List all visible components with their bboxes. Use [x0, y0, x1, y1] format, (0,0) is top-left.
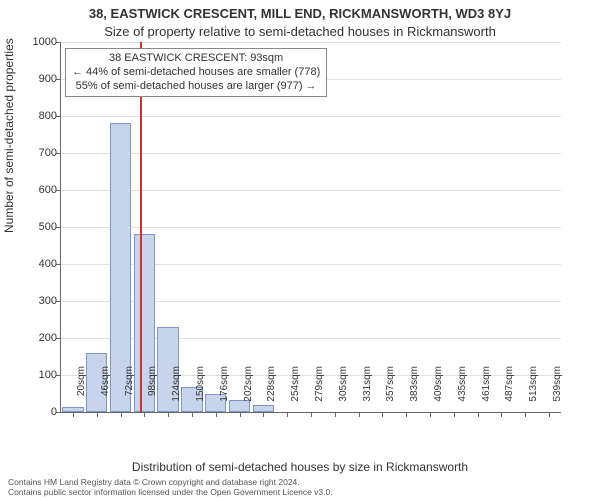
y-axis-label: Number of semi-detached properties: [2, 38, 16, 233]
xtick-label: 539sqm: [552, 366, 563, 416]
xtick-label: 228sqm: [266, 366, 277, 416]
xtick-label: 357sqm: [385, 366, 396, 416]
gridline: [61, 227, 561, 228]
ytick-label: 300: [17, 295, 57, 307]
xtick-mark: [144, 412, 145, 417]
xtick-label: 305sqm: [338, 366, 349, 416]
plot-area: 0100200300400500600700800900100020sqm46s…: [60, 42, 561, 413]
xtick-mark: [335, 412, 336, 417]
gridline: [61, 116, 561, 117]
xtick-mark: [406, 412, 407, 417]
xtick-label: 331sqm: [362, 366, 373, 416]
xtick-mark: [525, 412, 526, 417]
xtick-mark: [382, 412, 383, 417]
ytick-label: 500: [17, 221, 57, 233]
ytick-label: 100: [17, 369, 57, 381]
gridline: [61, 153, 561, 154]
xtick-mark: [97, 412, 98, 417]
annotation-box: 38 EASTWICK CRESCENT: 93sqm ← 44% of sem…: [65, 48, 327, 97]
xtick-mark: [192, 412, 193, 417]
xtick-mark: [121, 412, 122, 417]
xtick-mark: [168, 412, 169, 417]
ytick-label: 400: [17, 258, 57, 270]
ytick-label: 200: [17, 332, 57, 344]
xtick-mark: [478, 412, 479, 417]
x-axis-label: Distribution of semi-detached houses by …: [0, 460, 600, 474]
xtick-mark: [287, 412, 288, 417]
xtick-mark: [430, 412, 431, 417]
xtick-mark: [501, 412, 502, 417]
xtick-mark: [454, 412, 455, 417]
ytick-label: 600: [17, 184, 57, 196]
xtick-label: 435sqm: [457, 366, 468, 416]
gridline: [61, 42, 561, 43]
reference-line: [140, 42, 142, 412]
xtick-label: 279sqm: [314, 366, 325, 416]
xtick-label: 409sqm: [433, 366, 444, 416]
xtick-label: 254sqm: [290, 366, 301, 416]
annotation-line-3: 55% of semi-detached houses are larger (…: [72, 80, 320, 94]
xtick-label: 513sqm: [528, 366, 539, 416]
xtick-mark: [311, 412, 312, 417]
annotation-line-1: 38 EASTWICK CRESCENT: 93sqm: [72, 52, 320, 66]
annotation-line-2: ← 44% of semi-detached houses are smalle…: [72, 66, 320, 80]
gridline: [61, 190, 561, 191]
xtick-mark: [263, 412, 264, 417]
ytick-label: 0: [17, 406, 57, 418]
xtick-mark: [549, 412, 550, 417]
ytick-label: 1000: [17, 36, 57, 48]
xtick-label: 461sqm: [481, 366, 492, 416]
ytick-label: 900: [17, 73, 57, 85]
ytick-label: 800: [17, 110, 57, 122]
xtick-label: 383sqm: [409, 366, 420, 416]
footer-line-2: Contains public sector information licen…: [8, 488, 333, 498]
xtick-mark: [240, 412, 241, 417]
xtick-label: 487sqm: [504, 366, 515, 416]
xtick-mark: [359, 412, 360, 417]
xtick-mark: [73, 412, 74, 417]
ytick-label: 700: [17, 147, 57, 159]
page-title: 38, EASTWICK CRESCENT, MILL END, RICKMAN…: [0, 6, 600, 21]
xtick-mark: [216, 412, 217, 417]
page-subtitle: Size of property relative to semi-detach…: [0, 24, 600, 39]
chart-container: 38, EASTWICK CRESCENT, MILL END, RICKMAN…: [0, 0, 600, 500]
footer-credits: Contains HM Land Registry data © Crown c…: [8, 478, 333, 498]
